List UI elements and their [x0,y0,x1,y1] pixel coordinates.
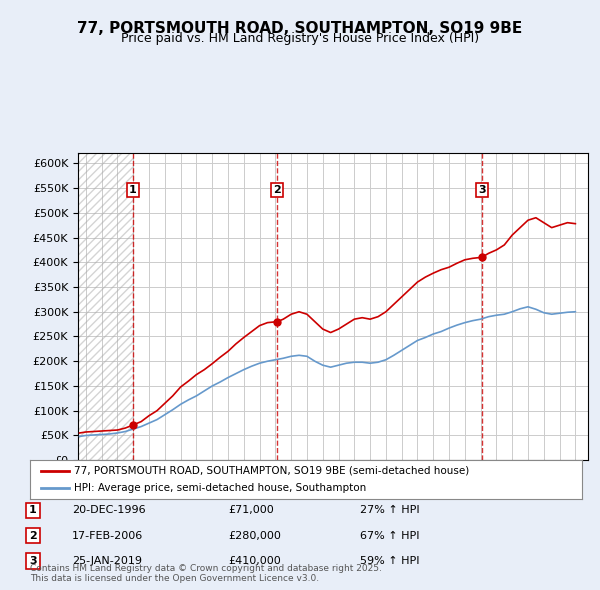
Text: 1: 1 [29,506,37,515]
Text: £280,000: £280,000 [228,531,281,540]
Text: 1: 1 [129,185,137,195]
Text: £410,000: £410,000 [228,556,281,566]
Text: 20-DEC-1996: 20-DEC-1996 [72,506,146,515]
Text: Contains HM Land Registry data © Crown copyright and database right 2025.
This d: Contains HM Land Registry data © Crown c… [30,563,382,583]
Text: 17-FEB-2006: 17-FEB-2006 [72,531,143,540]
Text: 2: 2 [29,531,37,540]
Text: Price paid vs. HM Land Registry's House Price Index (HPI): Price paid vs. HM Land Registry's House … [121,32,479,45]
Text: 25-JAN-2019: 25-JAN-2019 [72,556,142,566]
Text: 77, PORTSMOUTH ROAD, SOUTHAMPTON, SO19 9BE: 77, PORTSMOUTH ROAD, SOUTHAMPTON, SO19 9… [77,21,523,35]
Text: 67% ↑ HPI: 67% ↑ HPI [360,531,419,540]
Text: 3: 3 [478,185,485,195]
Text: HPI: Average price, semi-detached house, Southampton: HPI: Average price, semi-detached house,… [74,483,367,493]
Text: 59% ↑ HPI: 59% ↑ HPI [360,556,419,566]
Text: 2: 2 [274,185,281,195]
Text: £71,000: £71,000 [228,506,274,515]
Text: 77, PORTSMOUTH ROAD, SOUTHAMPTON, SO19 9BE (semi-detached house): 77, PORTSMOUTH ROAD, SOUTHAMPTON, SO19 9… [74,466,469,476]
Text: 3: 3 [29,556,37,566]
Text: 27% ↑ HPI: 27% ↑ HPI [360,506,419,515]
